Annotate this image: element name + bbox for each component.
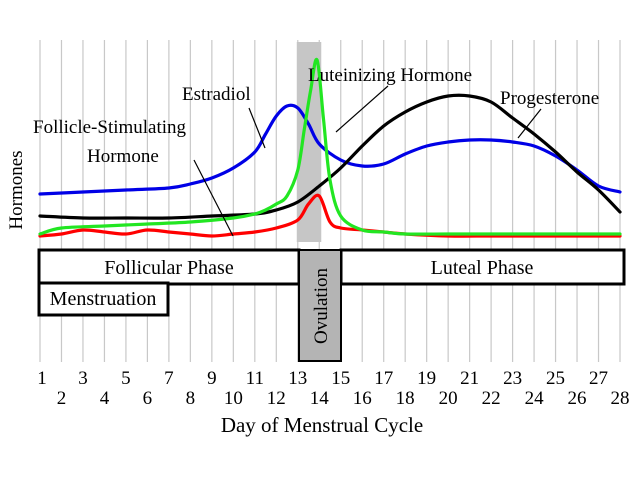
ovulation-label: Ovulation: [311, 268, 332, 344]
x-tick-label-9: 9: [207, 368, 217, 389]
fsh-label-line2: Hormone: [87, 146, 159, 167]
x-tick-label-8: 8: [186, 388, 196, 409]
x-tick-label-28: 28: [611, 388, 630, 409]
x-tick-label-5: 5: [121, 368, 131, 389]
menstruation-label: Menstruation: [50, 288, 157, 310]
x-tick-label-3: 3: [78, 368, 88, 389]
x-tick-label-2: 2: [57, 388, 67, 409]
x-tick-label-11: 11: [246, 368, 264, 389]
series-layer: [38, 57, 622, 238]
x-tick-label-4: 4: [100, 388, 110, 409]
follicular-phase-label: Follicular Phase: [104, 257, 234, 279]
estradiol-label: Estradiol: [182, 84, 251, 105]
fsh-leader: [193, 159, 234, 237]
x-tick-label-14: 14: [310, 388, 330, 409]
x-tick-label-10: 10: [224, 388, 243, 409]
series-line-estradiol: [38, 103, 622, 196]
x-tick-label-23: 23: [503, 368, 522, 389]
x-tick-label-27: 27: [589, 368, 608, 389]
ovulation-box: [298, 249, 342, 362]
x-tick-label-13: 13: [288, 368, 307, 389]
x-tick-label-21: 21: [460, 368, 479, 389]
x-axis-label: Day of Menstrual Cycle: [221, 413, 423, 437]
x-tick-label-6: 6: [143, 388, 153, 409]
y-axis-label: Hormones: [6, 150, 27, 229]
menstruation-box: [37, 281, 170, 317]
series-line-follicle-stimulating-hormone: [38, 193, 622, 238]
x-tick-label-20: 20: [439, 388, 458, 409]
x-tick-label-16: 16: [353, 388, 372, 409]
x-tick-labels: 1234567891011121314151617181920212223242…: [37, 368, 629, 409]
luteal-phase-label: Luteal Phase: [431, 257, 534, 279]
series-line-luteinizing-hormone: [38, 57, 622, 236]
estradiol-leader: [248, 107, 266, 149]
progesterone-label: Progesterone: [500, 88, 599, 109]
fsh-label-line1: Follicle-Stimulating: [33, 117, 187, 138]
x-tick-label-1: 1: [37, 368, 47, 389]
x-tick-label-19: 19: [417, 368, 436, 389]
x-tick-label-26: 26: [568, 388, 587, 409]
x-tick-label-15: 15: [331, 368, 350, 389]
x-tick-label-12: 12: [267, 388, 286, 409]
x-tick-label-7: 7: [164, 368, 174, 389]
series-line-progesterone: [38, 93, 622, 220]
follicular-phase-box: [37, 248, 301, 286]
x-tick-label-24: 24: [525, 388, 545, 409]
x-tick-label-22: 22: [482, 388, 501, 409]
progesterone-leader: [517, 108, 542, 139]
lh-leader: [335, 85, 389, 133]
lh-label: Luteinizing Hormone: [308, 65, 472, 86]
x-tick-label-25: 25: [546, 368, 565, 389]
luteal-phase-box: [339, 248, 626, 286]
x-tick-label-18: 18: [396, 388, 415, 409]
x-tick-label-17: 17: [374, 368, 393, 389]
